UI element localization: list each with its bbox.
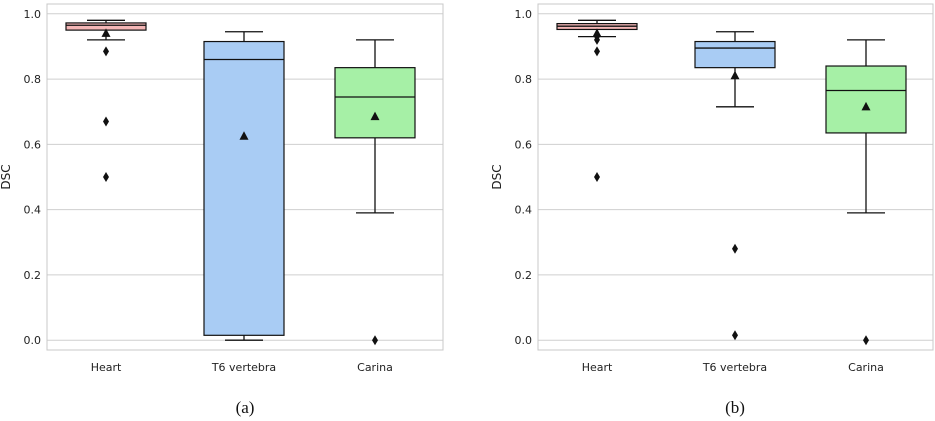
x-tick-label: T6 vertebra — [211, 361, 276, 374]
outlier-point — [863, 335, 869, 346]
x-tick-label: Carina — [357, 361, 393, 374]
outlier-point — [103, 116, 109, 127]
box-heart — [556, 19, 638, 182]
outlier-point — [732, 243, 738, 254]
outlier-point — [372, 335, 378, 346]
y-tick-label: 0.4 — [515, 204, 533, 217]
y-tick-label: 0.2 — [515, 269, 533, 282]
x-tick-label: T6 vertebra — [702, 361, 767, 374]
box-body — [334, 67, 416, 139]
box-body — [694, 40, 776, 69]
x-tick-label: Heart — [582, 361, 613, 374]
box-t6-vertebra — [694, 31, 776, 341]
x-tick-label: Heart — [91, 361, 122, 374]
box-body — [825, 65, 907, 134]
box-body — [203, 40, 285, 336]
box-carina — [334, 39, 416, 346]
box-heart — [65, 19, 147, 182]
y-tick-label: 0.2 — [24, 269, 42, 282]
y-axis-label: DSC — [490, 164, 504, 189]
panel-label: (b) — [725, 398, 745, 417]
plot-frame — [537, 3, 934, 351]
outlier-point — [594, 46, 600, 57]
y-tick-label: 0.4 — [24, 204, 42, 217]
y-tick-label: 0.6 — [515, 138, 533, 151]
outlier-point — [594, 172, 600, 182]
mean-marker — [239, 131, 249, 140]
mean-marker — [101, 28, 111, 37]
y-tick-label: 1.0 — [515, 8, 533, 21]
mean-marker — [370, 111, 380, 121]
y-tick-label: 0.8 — [515, 73, 533, 86]
outlier-point — [103, 172, 109, 182]
chart-panel-1: 0.0 0.2 0.4 0.6 0.8 1.0 DSC Heart T6 vertebra Car… — [490, 3, 934, 417]
x-tick-label: Carina — [848, 361, 884, 374]
chart-panel-0: 0.0 0.2 0.4 0.6 0.8 1.0 DSC Heart T6 vertebra Car… — [0, 3, 444, 417]
y-tick-label: 0.0 — [24, 334, 42, 347]
y-tick-label: 1.0 — [24, 8, 42, 21]
outlier-point — [594, 34, 600, 45]
y-tick-label: 0.0 — [515, 334, 533, 347]
panel-label: (a) — [236, 398, 255, 417]
outlier-point — [103, 46, 109, 57]
mean-marker — [730, 70, 740, 80]
y-tick-label: 0.8 — [24, 73, 42, 86]
y-tick-label: 0.6 — [24, 138, 42, 151]
mean-marker — [861, 101, 871, 111]
box-t6-vertebra — [203, 31, 285, 341]
y-axis-label: DSC — [0, 164, 13, 189]
plot-frame — [46, 3, 444, 351]
outlier-point — [732, 330, 738, 341]
box-carina — [825, 39, 907, 346]
